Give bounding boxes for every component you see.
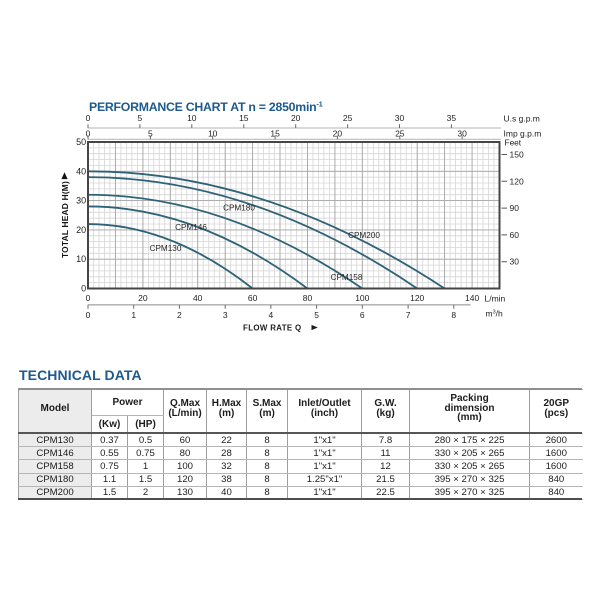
svg-text:30: 30 (76, 196, 86, 206)
svg-text:0: 0 (86, 293, 91, 303)
svg-text:3: 3 (223, 310, 228, 320)
svg-text:CPM200: CPM200 (348, 231, 380, 240)
svg-text:15: 15 (239, 113, 249, 123)
svg-text:120: 120 (410, 293, 424, 303)
svg-text:120: 120 (510, 176, 524, 186)
svg-text:L/min: L/min (485, 294, 506, 304)
svg-text:0: 0 (81, 284, 86, 294)
svg-text:5: 5 (314, 310, 319, 320)
svg-text:0: 0 (86, 310, 91, 320)
svg-text:CPM130: CPM130 (150, 244, 182, 253)
svg-text:m3/h: m3/h (486, 309, 504, 319)
svg-text:60: 60 (510, 230, 520, 240)
svg-text:15: 15 (270, 128, 280, 138)
svg-text:CPM180: CPM180 (223, 204, 255, 213)
svg-text:25: 25 (395, 128, 405, 138)
svg-text:Imp g.p.m: Imp g.p.m (504, 129, 542, 139)
svg-text:20: 20 (138, 293, 148, 303)
svg-text:50: 50 (76, 137, 86, 147)
svg-text:25: 25 (343, 113, 353, 123)
svg-text:40: 40 (193, 293, 203, 303)
svg-text:10: 10 (208, 128, 218, 138)
svg-text:5: 5 (138, 113, 143, 123)
svg-text:7: 7 (406, 310, 411, 320)
svg-text:35: 35 (447, 113, 457, 123)
svg-text:CPM146: CPM146 (175, 223, 207, 232)
svg-text:CPM158: CPM158 (331, 273, 363, 282)
svg-text:20: 20 (333, 128, 343, 138)
svg-text:0: 0 (86, 128, 91, 138)
svg-text:20: 20 (291, 113, 301, 123)
svg-text:4: 4 (269, 310, 274, 320)
svg-text:PERFORMANCE CHART AT n = 2850m: PERFORMANCE CHART AT n = 2850min-1 (89, 99, 323, 114)
svg-text:1: 1 (131, 310, 136, 320)
svg-text:140: 140 (465, 293, 479, 303)
svg-text:150: 150 (510, 150, 524, 160)
svg-text:10: 10 (76, 254, 86, 264)
svg-text:6: 6 (360, 310, 365, 320)
svg-text:8: 8 (451, 310, 456, 320)
svg-text:TOTAL HEAD H(M): TOTAL HEAD H(M) (60, 181, 70, 258)
svg-text:30: 30 (510, 257, 520, 267)
svg-text:0: 0 (86, 113, 91, 123)
svg-text:90: 90 (510, 203, 520, 213)
svg-text:5: 5 (148, 128, 153, 138)
svg-text:20: 20 (76, 225, 86, 235)
svg-text:FLOW RATE Q: FLOW RATE Q (243, 323, 302, 332)
svg-text:60: 60 (248, 293, 258, 303)
svg-text:80: 80 (303, 293, 313, 303)
svg-text:100: 100 (355, 293, 369, 303)
svg-text:40: 40 (76, 166, 86, 176)
svg-text:30: 30 (457, 128, 467, 138)
svg-text:U.s g.p.m: U.s g.p.m (504, 114, 540, 124)
svg-text:Feet: Feet (505, 137, 522, 147)
svg-text:2: 2 (177, 310, 182, 320)
svg-text:10: 10 (187, 113, 197, 123)
svg-text:30: 30 (395, 113, 405, 123)
